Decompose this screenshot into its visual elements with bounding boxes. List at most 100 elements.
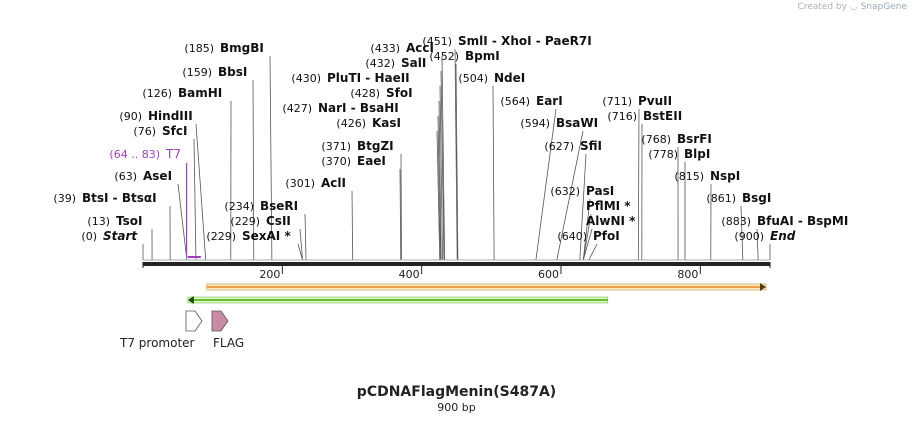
orf-arrow-icon — [760, 283, 766, 291]
site-position-label: (39) — [53, 192, 76, 205]
site-position-label: (76) — [133, 125, 156, 138]
site-name-label: Start — [103, 229, 138, 243]
site-acli: (301) AclI — [285, 176, 346, 190]
feature-t7-promoter-icon — [185, 310, 203, 332]
site-position-label: (900) — [734, 230, 764, 243]
site-name-label: PvuII — [638, 94, 672, 108]
site-name-label: T7 — [165, 147, 181, 161]
site-name-label: BamHI — [178, 86, 222, 100]
site-name-label: PasI — [586, 184, 614, 198]
site-position-label: (430) — [291, 72, 321, 85]
site-smli-xhoi-paer7i: (451) SmlI - XhoI - PaeR7I — [422, 34, 591, 48]
site-name-label: AlwNI * — [586, 214, 636, 228]
site-position-label: (229) — [230, 215, 260, 228]
site-name-label: BfuAI - BspMI — [757, 214, 848, 228]
site-name-label: EaeI — [357, 154, 386, 168]
site-position-label: (632) — [550, 185, 580, 198]
site-line-bsgi — [740, 205, 744, 261]
site-line-pasi — [582, 198, 591, 261]
site-position-label: (640) — [557, 230, 587, 243]
site-name-label: BstEII — [643, 109, 682, 123]
site-name-label: NdeI — [494, 71, 525, 85]
site-bsgi: (861) BsgI — [706, 191, 771, 205]
site-position-label: (426) — [336, 117, 366, 130]
green-arrow-icon — [187, 296, 194, 304]
site-nspi: (815) NspI — [674, 169, 740, 183]
site-line-acli — [351, 190, 354, 261]
site-name-label: BsrFI — [677, 132, 712, 146]
site-name-label: SalI — [401, 56, 426, 70]
site-bsteii: (716) BstEII — [607, 109, 682, 123]
ruler-tick-label-600: 600 — [538, 268, 559, 281]
site-bamhi: (126) BamHI — [142, 86, 222, 100]
site-name-label: TsoI — [116, 214, 142, 228]
site-position-label: (0) — [81, 230, 97, 243]
site-eaei: (370) EaeI — [321, 154, 386, 168]
site-line-sali — [440, 70, 445, 261]
site-bsawi: (594) BsaWI — [520, 116, 598, 130]
site-position-label: (768) — [641, 133, 671, 146]
site-line-asei — [177, 183, 188, 261]
ruler-tick-label-800: 800 — [677, 268, 698, 281]
dna-backbone — [143, 262, 770, 266]
site-asei: (63) AseI — [114, 169, 172, 183]
site-position-label: (594) — [520, 117, 550, 130]
site-position-label: (229) — [206, 230, 236, 243]
site-line-sfoi — [438, 100, 442, 261]
snapgene-logo-icon: ◡ — [849, 2, 858, 12]
site-name-label: AccI — [406, 41, 434, 55]
credit-brand: SnapGene — [860, 2, 907, 12]
site-name-label: BseRI — [260, 199, 298, 213]
site-name-label: NspI — [710, 169, 740, 183]
site-btgzi: (371) BtgZI — [321, 139, 393, 153]
site-t7: (64 .. 83) T7 — [109, 147, 181, 161]
site-name-label: BtsI - BtsαI — [82, 191, 157, 205]
site-line-alwni — [582, 228, 593, 261]
site-bseri: (234) BseRI — [224, 199, 298, 213]
site-line-bmgbi — [269, 55, 273, 261]
site-tsoi: (13) TsoI — [87, 214, 142, 228]
site-line-sexai — [297, 243, 303, 261]
site-name-label: KasI — [372, 116, 401, 130]
plasmid-length: 900 bp — [437, 401, 476, 414]
site-line-pvuii — [637, 108, 640, 261]
site-name-label: BlpI — [684, 147, 710, 161]
site-name-label: PfoI — [593, 229, 620, 243]
site-line-nari-bsahi — [437, 115, 441, 261]
site-name-label: AseI — [143, 169, 172, 183]
site-position-label: (13) — [87, 215, 110, 228]
site-name-label: CsII — [266, 214, 291, 228]
site-position-label: (428) — [350, 87, 380, 100]
site-name-label: BsgI — [742, 191, 771, 205]
site-line-pluti-haeii — [439, 85, 443, 261]
site-line-sfci — [193, 138, 197, 261]
site-name-label: BtgZI — [357, 139, 394, 153]
site-sfii: (627) SfiI — [544, 139, 602, 153]
site-bpmi: (452) BpmI — [429, 49, 499, 63]
site-eari: (564) EarI — [500, 94, 562, 108]
site-position-label: (371) — [321, 140, 351, 153]
site-line-bfuai-bspmi — [756, 228, 759, 261]
site-name-label: SmlI - XhoI - PaeR7I — [458, 34, 592, 48]
site-bmgbi: (185) BmgBI — [184, 41, 263, 55]
site-name-label: NarI - BsaHI — [318, 101, 399, 115]
site-line-pfoi — [588, 243, 598, 261]
site-sfci: (76) SfcI — [133, 124, 187, 138]
site-position-label: (504) — [458, 72, 488, 85]
credit-prefix: Created by — [797, 2, 847, 12]
site-position-label: (126) — [142, 87, 172, 100]
site-line-bsawi — [556, 130, 584, 261]
site-position-label: (64 .. 83) — [109, 148, 160, 161]
site-position-label: (451) — [422, 35, 452, 48]
site-sfoi: (428) SfoI — [350, 86, 412, 100]
site-name-label: EarI — [536, 94, 563, 108]
site-nari-bsahi: (427) NarI - BsaHI — [282, 101, 398, 115]
site-ndei: (504) NdeI — [458, 71, 525, 85]
plasmid-name: pCDNAFlagMenin(S487A) — [356, 384, 557, 400]
site-position-label: (861) — [706, 192, 736, 205]
site-name-label: End — [770, 229, 796, 243]
site-hindiii: (90) HindIII — [119, 109, 192, 123]
site-pfoi: (640) PfoI — [557, 229, 619, 243]
site-position-label: (452) — [429, 50, 459, 63]
